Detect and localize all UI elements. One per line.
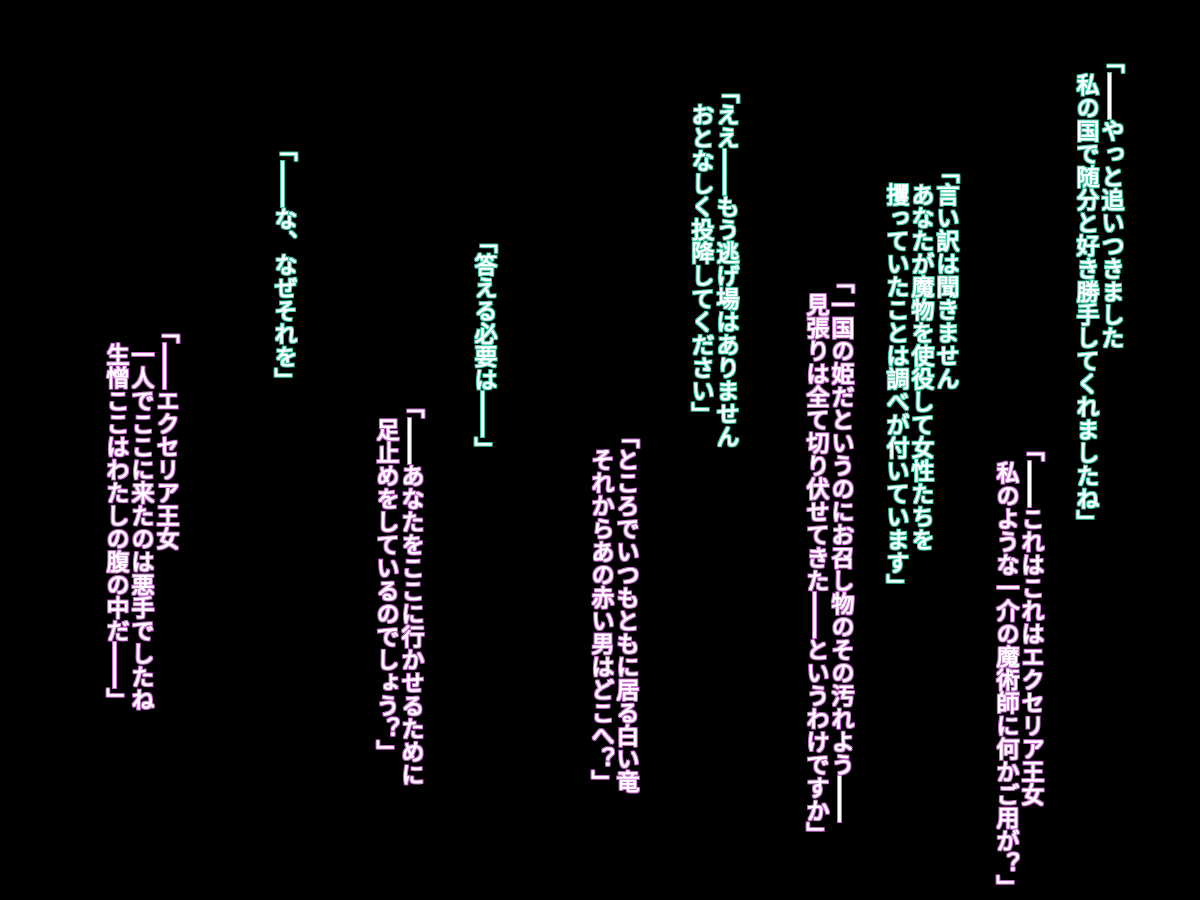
dialogue-line: 私のような一介の魔術師に何かご用が？」 [992, 461, 1018, 898]
dialogue-line: 「――やっと追いつきました [1097, 50, 1123, 349]
dialogue-block: 「――エクセリア王女 一人でここに来たのは悪手でしたね 生憎ここはわたしの腹の中だ―… [102, 320, 178, 711]
dialogue-block: 「答える必要は――」 [470, 230, 496, 460]
dialogue-line: おとなしく投降してください」 [687, 103, 713, 425]
dialogue-line: 「――な、なぜそれを」 [270, 138, 296, 391]
dialogue-line: それからあの赤い男はどこへ？」 [587, 448, 613, 793]
dialogue-block: 「ところでいつもともに居る白い竜 それからあの赤い男はどこへ？」 [587, 425, 638, 793]
dialogue-line: 「――これはこれはエクセリア王女 [1017, 438, 1043, 806]
dialogue-line: 「言い訳は聞きません [932, 160, 958, 390]
dialogue-line: 足止めをしているのでしょう？」 [372, 418, 398, 763]
dialogue-line: 「――あなたをここに行かせるために [397, 395, 423, 786]
dialogue-block: 「――これはこれはエクセリア王女 私のような一介の魔術師に何かご用が？」 [992, 438, 1043, 898]
dialogue-block: 「――な、なぜそれを」 [270, 138, 296, 391]
dialogue-line: 攫っていたことは調べが付いています」 [882, 183, 908, 597]
dialogue-block: 「――あなたをここに行かせるために 足止めをしているのでしょう？」 [372, 395, 423, 786]
dialogue-line: 「――エクセリア王女 [152, 320, 178, 550]
dialogue-line: 生憎ここはわたしの腹の中だ――」 [102, 343, 128, 711]
dialogue-line: 「ところでいつもともに居る白い竜 [612, 425, 638, 793]
dialogue-block: 「ええ――もう逃げ場はありません おとなしく投降してください」 [687, 80, 738, 448]
dialogue-line: 見張りは全て切り伏せてきた――というわけですか」 [802, 293, 828, 845]
dialogue-line: 一人でここに来たのは悪手でしたね [127, 343, 153, 711]
dialogue-line: 「答える必要は――」 [470, 230, 496, 460]
dialogue-line: あなたが魔物を使役して女性たちを [907, 183, 933, 551]
dialogue-line: 「一国の姫だというのにお召し物のその汚れよう―― [827, 270, 853, 822]
dialogue-block: 「言い訳は聞きません あなたが魔物を使役して女性たちを 攫っていたことは調べが付いて… [882, 160, 958, 597]
dialogue-block: 「――やっと追いつきました 私の国で随分と好き勝手してくれましたね」 [1072, 50, 1123, 533]
dialogue-line: 私の国で随分と好き勝手してくれましたね」 [1072, 73, 1098, 533]
dialogue-line: 「ええ――もう逃げ場はありません [712, 80, 738, 448]
dialogue-block: 「一国の姫だというのにお召し物のその汚れよう―― 見張りは全て切り伏せてきた――と… [802, 270, 853, 845]
